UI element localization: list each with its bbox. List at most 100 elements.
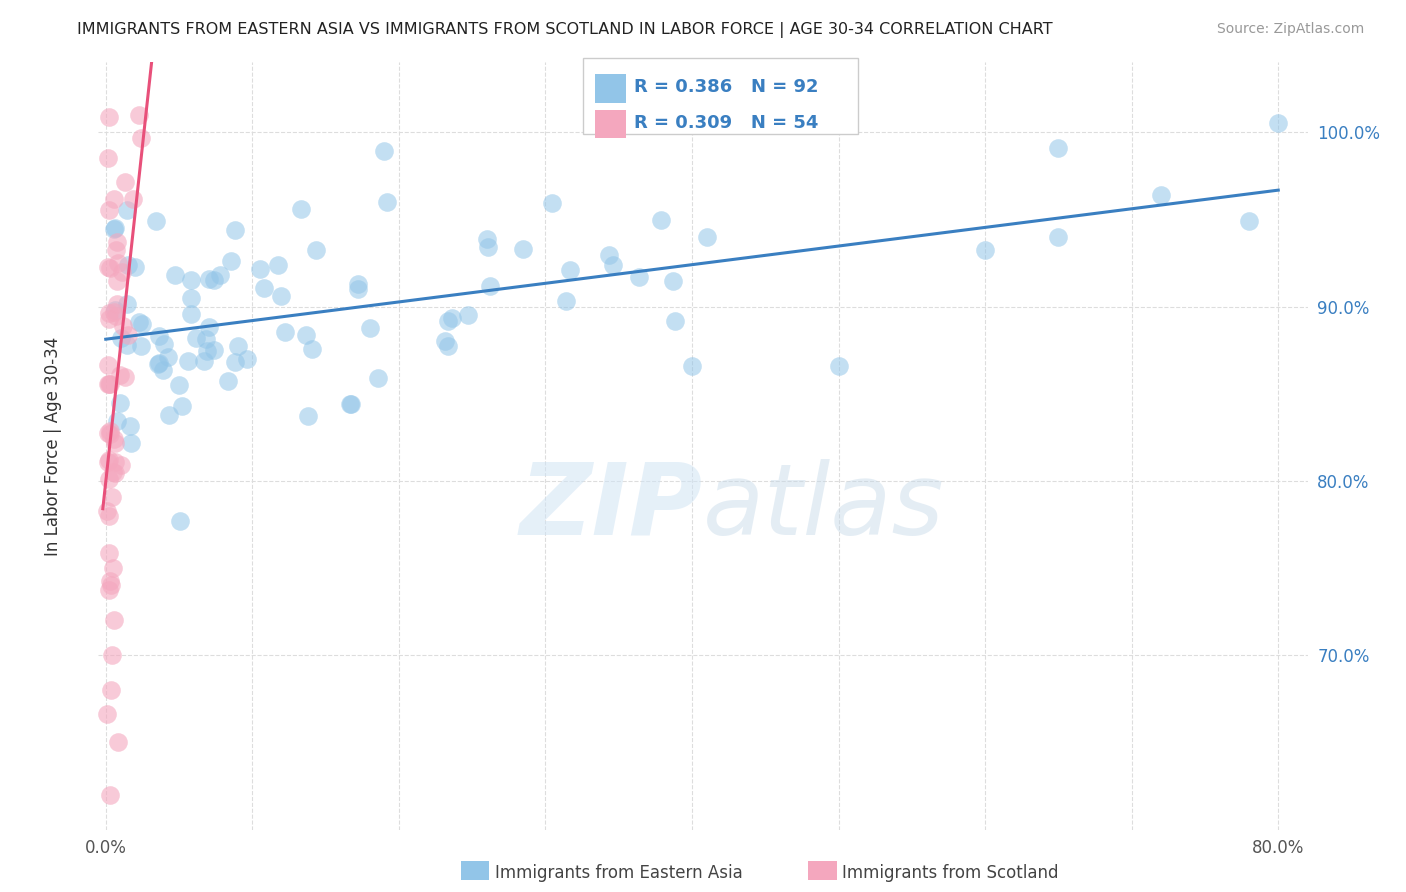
Point bbox=[295, 328, 318, 343]
Point bbox=[479, 278, 502, 293]
Point bbox=[1047, 230, 1070, 244]
Point bbox=[974, 243, 997, 257]
Point bbox=[97, 425, 120, 440]
Point bbox=[101, 490, 124, 504]
Point bbox=[209, 268, 232, 283]
Text: Immigrants from Scotland: Immigrants from Scotland bbox=[842, 864, 1059, 882]
Point bbox=[195, 344, 218, 359]
Point bbox=[512, 242, 534, 256]
Point bbox=[339, 397, 361, 411]
Point bbox=[129, 338, 152, 352]
Point bbox=[98, 426, 121, 441]
Point bbox=[217, 374, 239, 388]
Text: ZIP: ZIP bbox=[520, 458, 703, 556]
Point bbox=[375, 195, 398, 210]
Point bbox=[297, 409, 319, 423]
Point bbox=[98, 260, 121, 275]
Point bbox=[169, 378, 191, 392]
Point bbox=[105, 297, 128, 311]
Point bbox=[346, 277, 368, 291]
Text: R = 0.386   N = 92: R = 0.386 N = 92 bbox=[634, 78, 818, 96]
Point bbox=[103, 222, 125, 236]
Point bbox=[103, 432, 125, 446]
Point bbox=[1150, 188, 1173, 202]
Point bbox=[97, 376, 120, 391]
Point bbox=[367, 371, 389, 385]
Point bbox=[180, 307, 202, 321]
Point bbox=[96, 504, 118, 518]
Point bbox=[156, 351, 179, 365]
Point bbox=[100, 683, 122, 698]
Point bbox=[97, 455, 120, 469]
Point bbox=[131, 317, 153, 331]
Text: atlas: atlas bbox=[703, 458, 945, 556]
Point bbox=[110, 331, 132, 345]
Point bbox=[180, 291, 202, 305]
Point bbox=[97, 376, 120, 391]
Point bbox=[97, 358, 120, 372]
Point bbox=[128, 315, 150, 329]
Point bbox=[157, 409, 180, 423]
Point bbox=[267, 259, 290, 273]
Point bbox=[110, 368, 132, 382]
Point bbox=[477, 231, 499, 245]
Point bbox=[97, 202, 120, 217]
Point bbox=[152, 363, 174, 377]
Point bbox=[184, 331, 207, 345]
Point bbox=[169, 515, 191, 529]
Point bbox=[110, 396, 132, 410]
Point bbox=[650, 212, 672, 227]
Point bbox=[436, 313, 458, 327]
Point bbox=[98, 424, 121, 438]
Text: Immigrants from Eastern Asia: Immigrants from Eastern Asia bbox=[495, 864, 742, 882]
Point bbox=[115, 338, 138, 352]
Point bbox=[103, 613, 125, 627]
Point bbox=[101, 561, 124, 575]
Point bbox=[541, 196, 564, 211]
Point bbox=[202, 273, 225, 287]
Point bbox=[1267, 116, 1289, 130]
Point bbox=[120, 436, 142, 450]
Point bbox=[373, 144, 395, 158]
Point bbox=[128, 108, 150, 122]
Point bbox=[827, 359, 849, 373]
Point bbox=[121, 192, 143, 206]
Point bbox=[98, 306, 121, 320]
Point bbox=[148, 356, 170, 370]
Point bbox=[305, 243, 328, 257]
Point bbox=[193, 353, 215, 368]
Point bbox=[602, 258, 624, 272]
Point bbox=[148, 328, 170, 343]
Point bbox=[236, 352, 259, 367]
Point bbox=[100, 574, 122, 588]
Point bbox=[118, 418, 141, 433]
Point bbox=[194, 332, 217, 346]
Point bbox=[98, 453, 121, 467]
Point bbox=[433, 334, 456, 348]
Point bbox=[340, 396, 363, 410]
Point bbox=[696, 230, 718, 244]
Point bbox=[105, 414, 128, 428]
Point bbox=[97, 110, 120, 124]
Point bbox=[117, 259, 139, 273]
Point bbox=[97, 151, 120, 165]
Point bbox=[681, 359, 703, 373]
Point bbox=[170, 400, 193, 414]
Point bbox=[1047, 141, 1070, 155]
Point bbox=[110, 458, 132, 472]
Point bbox=[301, 342, 323, 356]
Point bbox=[97, 546, 120, 560]
Point bbox=[558, 263, 581, 277]
Point bbox=[145, 214, 167, 228]
Point bbox=[1237, 213, 1260, 227]
Point bbox=[115, 202, 138, 217]
Point bbox=[224, 355, 246, 369]
Point bbox=[97, 472, 120, 486]
Point bbox=[198, 319, 221, 334]
Point bbox=[180, 273, 202, 287]
Point bbox=[270, 289, 292, 303]
Point bbox=[628, 270, 651, 285]
Text: IMMIGRANTS FROM EASTERN ASIA VS IMMIGRANTS FROM SCOTLAND IN LABOR FORCE | AGE 30: IMMIGRANTS FROM EASTERN ASIA VS IMMIGRAN… bbox=[77, 22, 1053, 38]
Point bbox=[129, 131, 152, 145]
Point bbox=[105, 274, 128, 288]
